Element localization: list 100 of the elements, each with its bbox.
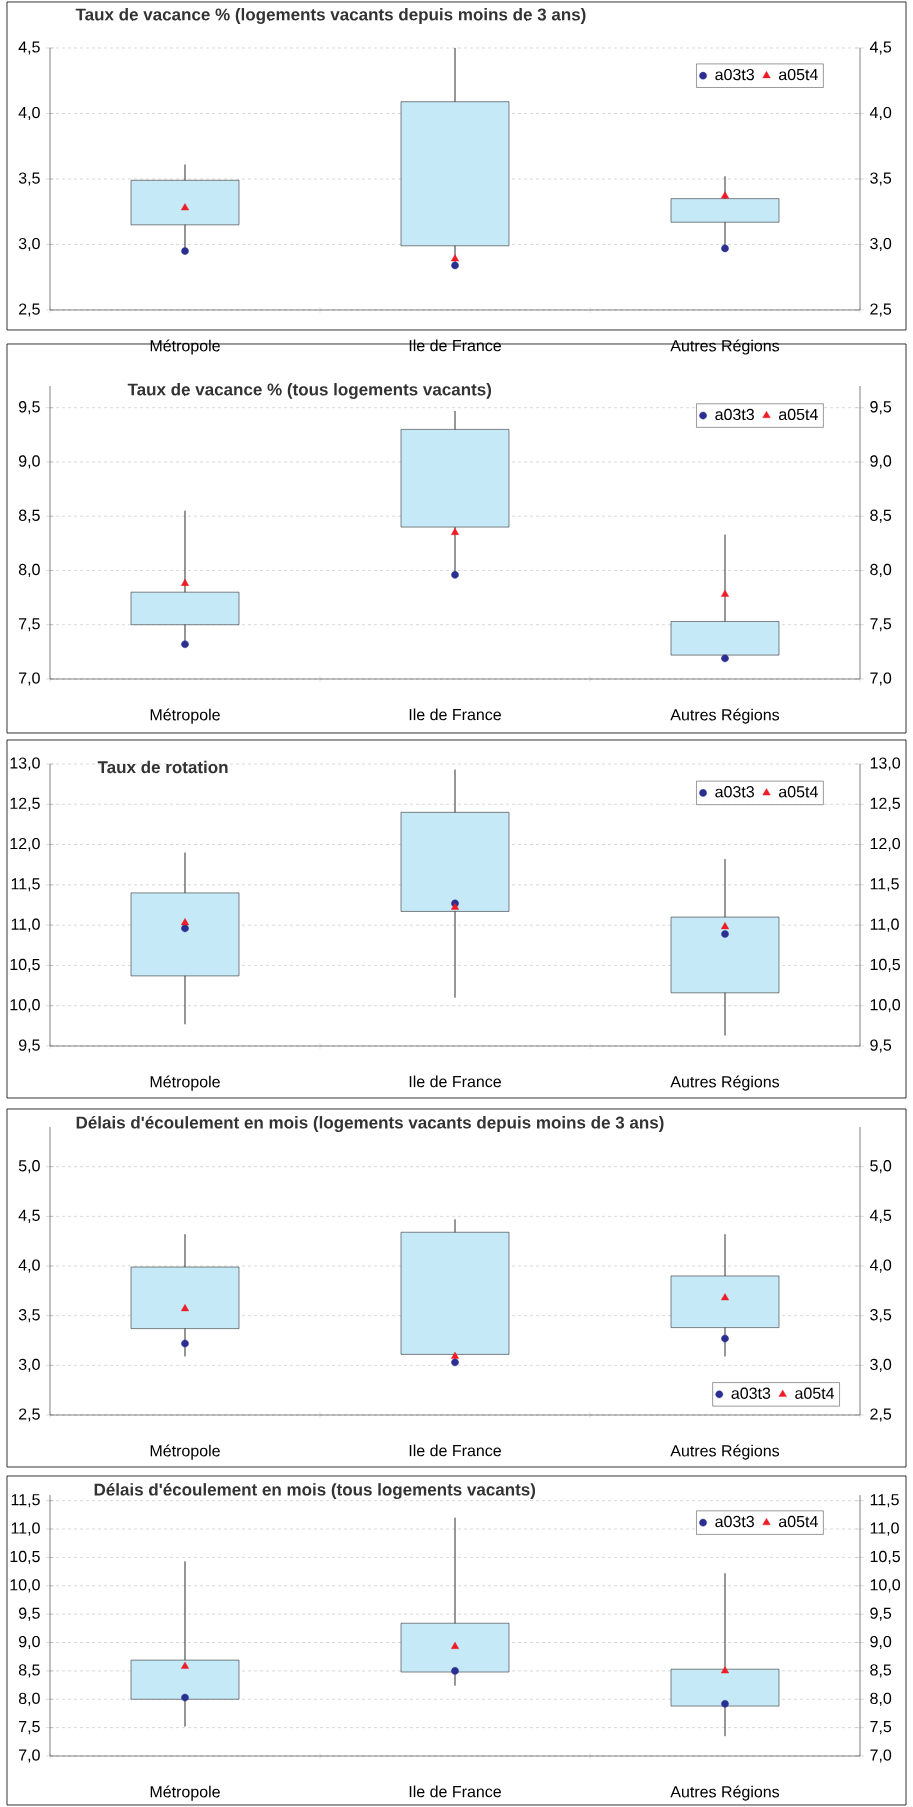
point — [181, 640, 189, 649]
y-tick-label: 8,0 — [18, 563, 40, 578]
point — [180, 203, 190, 211]
y-tick-label: 2,5 — [19, 1408, 40, 1422]
y2-tick-label: 9,5 — [870, 1607, 892, 1621]
y-tick-label: 8,5 — [18, 509, 40, 523]
y2-tick-label: 2,5 — [870, 303, 892, 317]
y-tick-label: 9,5 — [18, 1039, 40, 1053]
y2-tick-label: 11,0 — [870, 1522, 899, 1536]
point — [721, 589, 730, 597]
x-tick-label: Ile de France — [409, 1444, 501, 1457]
candlestick — [130, 1561, 240, 1727]
y2-tick-label: 4,5 — [869, 41, 892, 55]
x-tick-label: Métropole — [150, 1075, 220, 1091]
y2-tick-label: 7,5 — [870, 618, 892, 632]
y-tick-label: 9,0 — [18, 1635, 40, 1650]
legend-label: a05t4 — [778, 1515, 818, 1528]
y-tick-label: 3,0 — [18, 237, 40, 252]
x-tick-label: Ile de France — [409, 1785, 501, 1798]
candlestick — [400, 769, 510, 998]
point — [181, 924, 189, 933]
y2-tick-label: 4,5 — [869, 1209, 892, 1223]
legend-label: a05t4 — [778, 786, 818, 798]
y2-tick-label: 2,5 — [870, 1408, 892, 1422]
y-tick-label: 7,5 — [19, 618, 40, 632]
y-tick-label: 11,5 — [11, 878, 40, 892]
y-tick-label: 9,0 — [18, 455, 40, 469]
y2-tick-label: 3,5 — [870, 1309, 892, 1323]
point — [721, 191, 730, 199]
y-tick-label: 5,0 — [18, 1160, 40, 1174]
y-tick-label: 10,0 — [10, 1579, 40, 1593]
point — [721, 1293, 730, 1301]
candlestick — [400, 1517, 510, 1686]
y2-tick-label: 10,5 — [870, 958, 901, 973]
y2-tick-label: 9,0 — [870, 1635, 892, 1650]
point — [180, 918, 190, 926]
legend-label: a03t3 — [715, 1515, 754, 1528]
y2-tick-label: 3,0 — [870, 237, 892, 252]
candlestick — [670, 1573, 780, 1737]
y2-tick-label: 10,5 — [870, 1550, 901, 1565]
y-tick-label: 9,5 — [18, 1607, 40, 1621]
y-tick-label: 4,5 — [18, 41, 40, 55]
y2-tick-label: 8,0 — [870, 1692, 892, 1706]
y2-tick-label: 4,0 — [869, 106, 892, 121]
x-tick-label: Métropole — [150, 1785, 220, 1801]
y-tick-label: 7,0 — [19, 672, 40, 686]
x-tick-label: Autres Régions — [670, 1785, 780, 1801]
y2-tick-label: 3,0 — [870, 1358, 892, 1372]
x-tick-label: Autres Régions — [670, 1075, 780, 1091]
y2-tick-label: 12,5 — [870, 797, 901, 811]
y-tick-label: 8,5 — [18, 1664, 40, 1678]
y-tick-label: 12,0 — [10, 837, 40, 852]
point — [450, 1351, 460, 1359]
y-tick-label: 11,0 — [11, 1522, 40, 1536]
point — [721, 922, 730, 930]
y2-tick-label: 10,0 — [870, 999, 901, 1013]
x-tick-label: Métropole — [150, 708, 220, 724]
point — [721, 1334, 729, 1343]
y-tick-label: 2,5 — [19, 303, 40, 317]
point — [180, 578, 190, 586]
y2-tick-label: 12,0 — [870, 837, 901, 852]
legend-label: a05t4 — [778, 68, 818, 81]
legend-label: a03t3 — [715, 408, 754, 421]
y-tick-label: 7,0 — [19, 1749, 40, 1763]
y2-tick-label: 7,0 — [870, 672, 892, 686]
y-tick-label: 7,5 — [19, 1721, 40, 1735]
y-tick-label: 9,5 — [18, 401, 40, 415]
x-tick-label: Autres Régions — [670, 1444, 780, 1460]
point — [450, 254, 460, 262]
y2-tick-label: 9,5 — [870, 1039, 892, 1053]
y-tick-label: 4,5 — [18, 1209, 40, 1223]
x-tick-label: Métropole — [150, 339, 220, 355]
y2-tick-label: 11,0 — [870, 918, 899, 932]
chart-title: Taux de rotation — [97, 760, 228, 774]
point — [451, 1358, 459, 1367]
y2-tick-label: 7,0 — [870, 1749, 892, 1763]
legend-label: a03t3 — [715, 786, 754, 798]
y2-tick-label: 3,5 — [870, 172, 892, 186]
y2-tick-label: 11,5 — [870, 878, 899, 892]
y2-tick-label: 9,5 — [870, 401, 892, 415]
chart-title: Taux de vacance % (logements vacants depuis moins de 3 ans) — [75, 8, 586, 24]
y-tick-label: 8,0 — [18, 1692, 40, 1706]
y2-tick-label: 8,5 — [870, 509, 892, 523]
legend-label: a03t3 — [731, 1387, 771, 1399]
point — [181, 247, 189, 255]
x-tick-label: Autres Régions — [670, 339, 780, 355]
x-tick-label: Autres Régions — [670, 708, 780, 724]
chart-title: Délais d'écoulement en mois (logements vacants depuis moins de 3 ans) — [76, 1115, 664, 1133]
y2-tick-label: 7,5 — [870, 1721, 892, 1735]
x-tick-label: Ile de France — [409, 339, 501, 352]
legend-label: a05t4 — [778, 408, 818, 421]
point — [451, 261, 459, 270]
y-tick-label: 3,0 — [18, 1358, 40, 1372]
y2-tick-label: 8,5 — [870, 1664, 892, 1678]
y-tick-label: 10,0 — [10, 999, 40, 1013]
point — [450, 527, 460, 535]
chart-title: Délais d'écoulement en mois (tous logements vacants) — [94, 1482, 536, 1500]
y2-tick-label: 10,0 — [870, 1579, 901, 1593]
x-tick-label: Ile de France — [409, 1075, 501, 1088]
y2-tick-label: 5,0 — [870, 1160, 892, 1174]
